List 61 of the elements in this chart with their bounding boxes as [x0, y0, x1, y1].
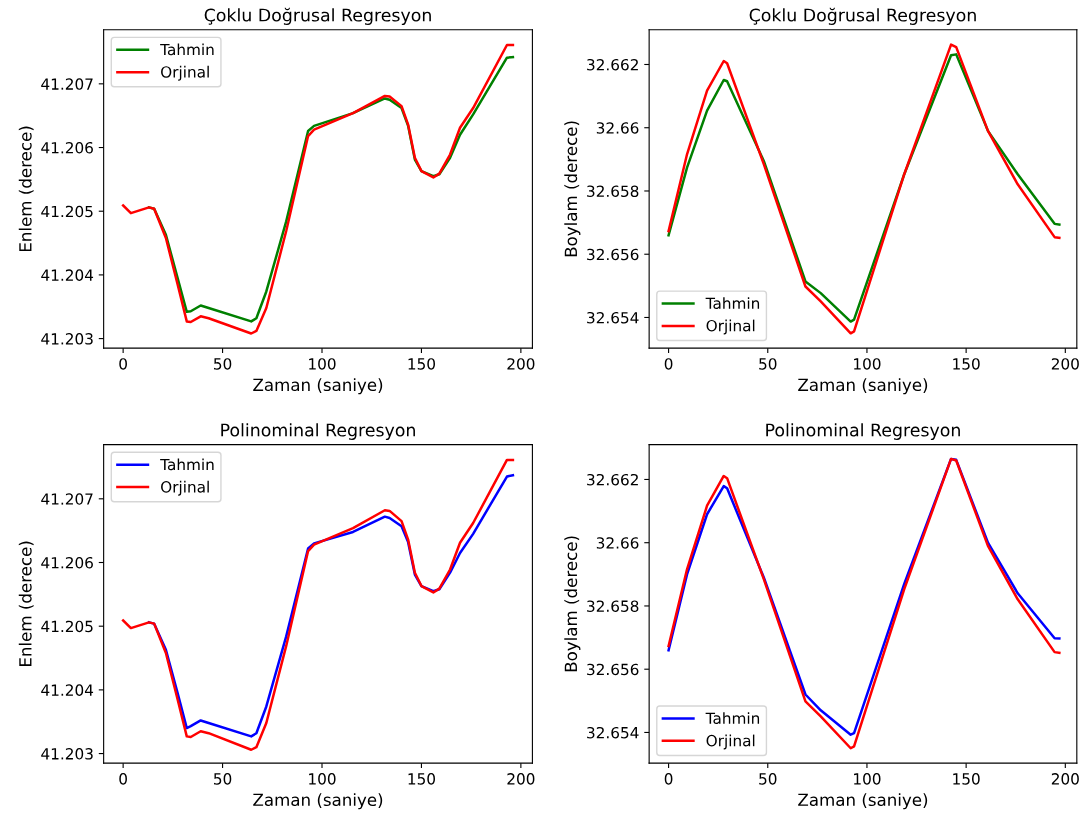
legend-label: Tahmin	[705, 297, 760, 310]
y-tick-label: 41.203	[41, 333, 93, 345]
x-tick-label: 100	[854, 358, 881, 370]
y-axis-title: Boylam (derece)	[564, 536, 581, 672]
x-tick-label: 150	[408, 773, 435, 785]
x-tick-label: 0	[119, 773, 127, 785]
x-tick-label: 200	[1051, 358, 1079, 370]
legend-label: Orjinal	[161, 65, 209, 81]
x-tick-label: 150	[408, 358, 435, 370]
y-tick-label: 32.656	[587, 248, 639, 261]
y-tick-label: 32.654	[587, 311, 639, 324]
x-tick-label: 100	[309, 773, 336, 785]
y-tick-label: 41.206	[41, 556, 93, 569]
x-axis-title: Zaman (saniye)	[798, 793, 928, 810]
y-tick-label: 41.206	[41, 141, 93, 154]
x-tick-label: 200	[507, 773, 535, 785]
y-tick-label: 41.205	[41, 620, 93, 633]
x-tick-label: 50	[214, 358, 232, 370]
x-tick-label: 50	[759, 773, 777, 785]
x-tick-label: 50	[759, 358, 777, 370]
legend-label: Orjinal	[706, 319, 755, 335]
y-tick-label: 32.662	[587, 58, 638, 71]
chart-title: Polinominal Regresyon	[766, 423, 960, 440]
y-tick-label: 32.658	[587, 185, 639, 197]
y-tick-label: 32.66	[596, 122, 639, 134]
y-axis-title: Enlem (derece)	[18, 126, 34, 252]
x-axis-title: Zaman (saniye)	[253, 378, 383, 395]
legend-label: Tahmin	[705, 712, 760, 724]
line-series	[121, 458, 515, 751]
y-tick-label: 41.203	[41, 748, 93, 760]
x-tick-label: 100	[309, 358, 336, 370]
y-axis-title: Boylam (derece)	[564, 121, 581, 257]
x-tick-label: 200	[1051, 773, 1079, 785]
x-axis-title: Zaman (saniye)	[253, 793, 383, 810]
x-tick-label: 0	[119, 358, 127, 370]
x-tick-label: 200	[507, 358, 535, 370]
y-tick-label: 32.656	[587, 663, 639, 676]
y-axis-title: Enlem (derece)	[18, 541, 34, 667]
y-tick-label: 32.654	[587, 726, 639, 739]
y-tick-label: 32.662	[587, 473, 638, 486]
x-tick-label: 150	[953, 773, 980, 785]
chart-title: Çoklu Doğrusal Regresyon	[204, 7, 431, 25]
y-tick-label: 41.204	[41, 269, 94, 281]
y-tick-label: 41.205	[41, 205, 93, 218]
x-tick-label: 100	[854, 773, 881, 785]
legend-label: Orjinal	[161, 480, 209, 496]
x-tick-label: 50	[214, 773, 232, 785]
y-tick-label: 32.658	[587, 600, 639, 612]
chart-title: Çoklu Doğrusal Regresyon	[749, 7, 976, 25]
x-tick-label: 0	[664, 773, 673, 785]
y-tick-label: 41.204	[41, 684, 94, 696]
x-tick-label: 150	[953, 358, 980, 370]
y-tick-label: 32.66	[596, 537, 639, 549]
x-tick-label: 0	[664, 358, 673, 370]
chart-title: Polinominal Regresyon	[221, 423, 415, 440]
legend-label: Orjinal	[706, 734, 755, 750]
y-tick-label: 41.207	[41, 78, 93, 90]
legend-label: Tahmin	[160, 458, 214, 471]
legend-label: Tahmin	[160, 43, 214, 56]
y-tick-label: 41.207	[41, 493, 93, 505]
x-axis-title: Zaman (saniye)	[798, 378, 928, 395]
